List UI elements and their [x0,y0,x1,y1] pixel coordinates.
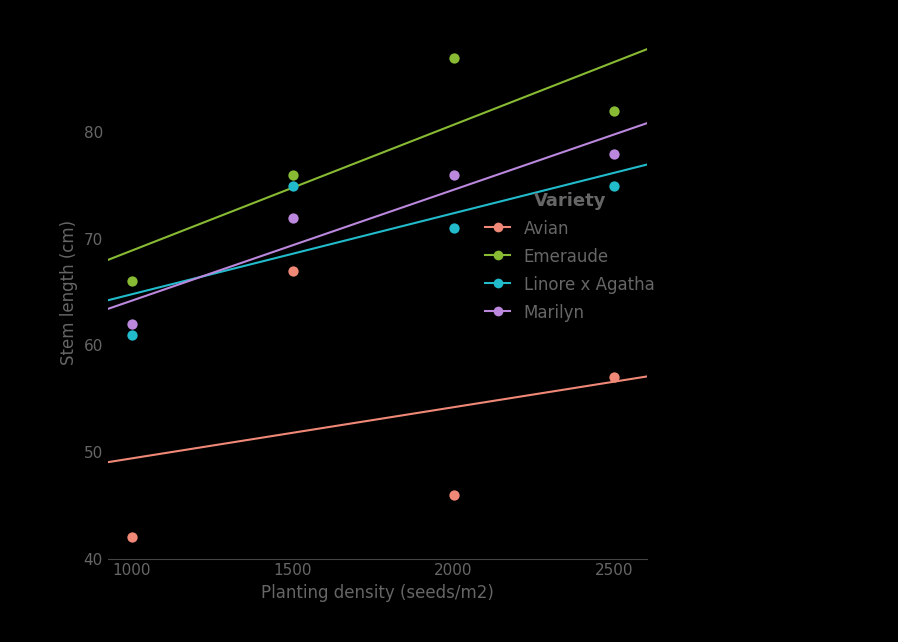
Point [446,223,461,233]
Point [607,148,621,159]
Point [286,169,300,180]
Point [125,276,139,286]
Y-axis label: Stem length (cm): Stem length (cm) [60,220,78,365]
Legend: Avian, Emeraude, Linore x Agatha, Marilyn: Avian, Emeraude, Linore x Agatha, Marily… [477,183,663,330]
Point [125,329,139,340]
Point [607,372,621,383]
Point [446,53,461,63]
Point [125,319,139,329]
Point [607,106,621,116]
Point [607,180,621,191]
Point [286,180,300,191]
Point [446,169,461,180]
X-axis label: Planting density (seeds/m2): Planting density (seeds/m2) [260,584,494,602]
Point [286,266,300,276]
Point [286,213,300,223]
Point [125,532,139,542]
Point [446,489,461,499]
